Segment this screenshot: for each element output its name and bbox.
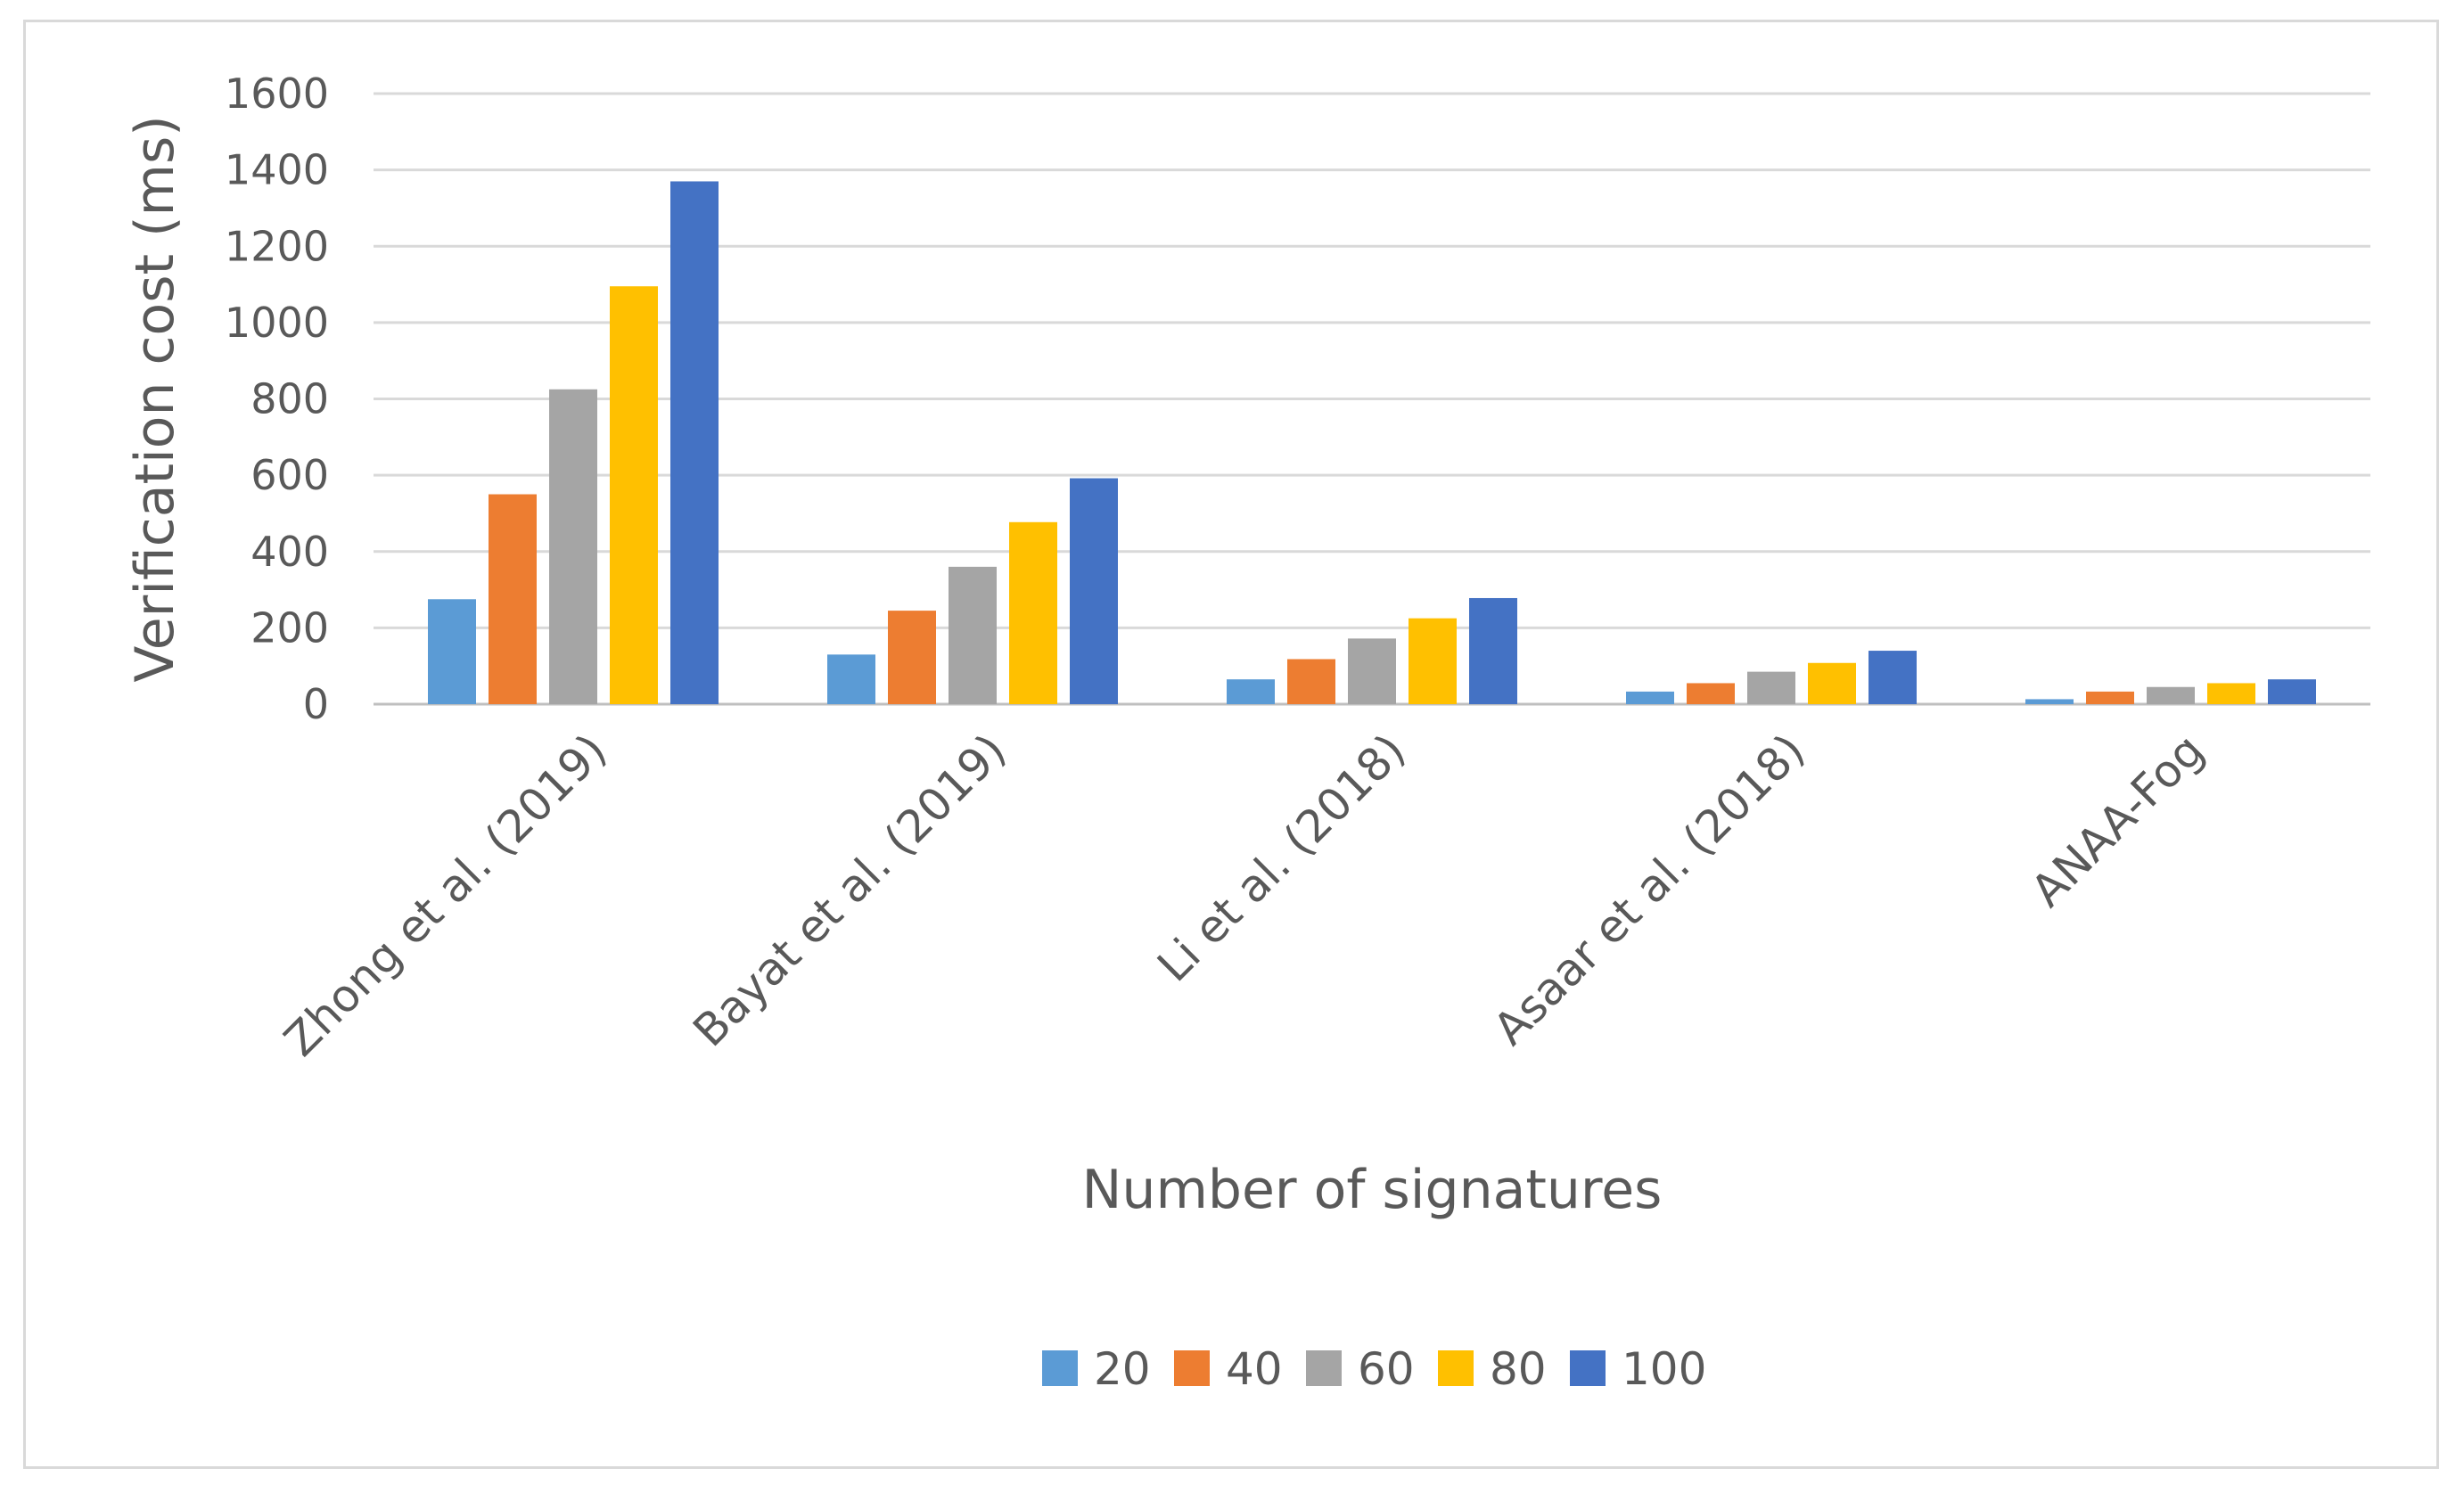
bar	[2207, 683, 2255, 704]
y-tick-label: 800	[251, 375, 329, 423]
y-tick-label: 0	[303, 680, 329, 728]
legend-label: 100	[1622, 1343, 1706, 1395]
bar	[1070, 478, 1118, 704]
legend-swatch	[1570, 1350, 1606, 1386]
bar	[1469, 597, 1517, 704]
bar	[1687, 683, 1735, 704]
bar	[1348, 638, 1396, 704]
y-tick-label: 1000	[225, 299, 329, 347]
bar	[1808, 662, 1856, 704]
bar	[2268, 679, 2316, 704]
legend-swatch	[1438, 1350, 1474, 1386]
bar	[1409, 618, 1457, 704]
bar	[549, 389, 597, 704]
bar	[1287, 659, 1335, 704]
category-labels: Zhong et al. (2019) Bayat et al. (2019) Li…	[275, 724, 2214, 1066]
legend-swatch	[1174, 1350, 1210, 1386]
bar	[428, 599, 476, 704]
legend-label: 40	[1226, 1343, 1283, 1395]
y-tick-label: 200	[251, 603, 329, 652]
y-tick-label: 1600	[225, 70, 329, 118]
legend-label: 20	[1094, 1343, 1151, 1395]
bar	[2086, 691, 2134, 704]
bars	[428, 181, 2316, 704]
bar	[2025, 699, 2074, 704]
y-tick-label: 1400	[225, 146, 329, 194]
bar	[610, 286, 658, 704]
legend: 20 40 60 80 100	[1042, 1343, 1706, 1395]
bar	[1227, 679, 1275, 704]
x-axis-title: Number of signatures	[1082, 1159, 1663, 1221]
y-axis-title: Verification cost (ms)	[124, 115, 186, 682]
legend-label: 60	[1358, 1343, 1415, 1395]
bar	[827, 654, 875, 704]
category-label: ANAA-Fog	[2021, 724, 2213, 916]
category-label: Bayat et al. (2019)	[683, 724, 1015, 1056]
bar	[1009, 521, 1057, 704]
y-tick-label: 600	[251, 451, 329, 499]
category-label: Zhong et al. (2019)	[275, 724, 617, 1066]
legend-label: 80	[1490, 1343, 1547, 1395]
bar	[2147, 686, 2195, 704]
chart-frame: 0 200 400 600 800 1000 1200 1400 1600 Zhong et a…	[23, 20, 2439, 1469]
y-tick-labels: 0 200 400 600 800 1000 1200 1400 1600	[225, 70, 329, 728]
legend-swatch	[1306, 1350, 1342, 1386]
category-label: Li et al. (2018)	[1147, 724, 1415, 991]
legend-swatch	[1042, 1350, 1078, 1386]
bar-chart: 0 200 400 600 800 1000 1200 1400 1600 Zhong et a…	[124, 70, 2370, 1395]
bar	[949, 566, 997, 704]
y-tick-label: 1200	[225, 222, 329, 270]
bar	[1747, 671, 1795, 704]
bar	[489, 494, 537, 704]
category-label: Asaar et al. (2018)	[1483, 724, 1814, 1054]
bar	[1626, 691, 1674, 704]
y-tick-label: 400	[251, 528, 329, 576]
bar	[888, 611, 936, 704]
bar	[1869, 651, 1917, 704]
bar	[670, 181, 719, 704]
